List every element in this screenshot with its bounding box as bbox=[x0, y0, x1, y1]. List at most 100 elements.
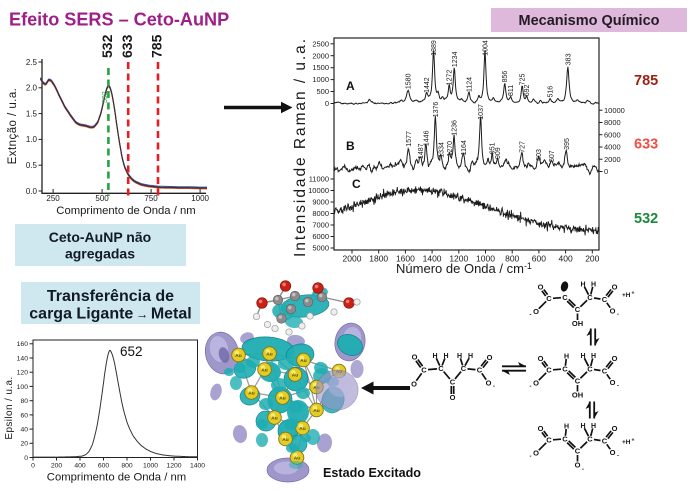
svg-text:60: 60 bbox=[20, 412, 28, 419]
svg-text:C: C bbox=[450, 378, 456, 387]
svg-text:C: C bbox=[477, 366, 483, 375]
svg-text:2000: 2000 bbox=[312, 51, 329, 60]
svg-text:8000: 8000 bbox=[604, 118, 621, 127]
svg-text:400: 400 bbox=[559, 254, 573, 264]
svg-text:O: O bbox=[538, 283, 544, 292]
svg-text:1000: 1000 bbox=[191, 194, 209, 203]
svg-text:-: - bbox=[617, 384, 619, 390]
svg-text:Comprimento de Onda / nm: Comprimento de Onda / nm bbox=[56, 205, 195, 217]
svg-text:C: C bbox=[602, 367, 608, 376]
svg-text:B: B bbox=[346, 139, 355, 153]
svg-text:Au: Au bbox=[292, 372, 298, 378]
svg-text:Au: Au bbox=[235, 353, 241, 359]
svg-text:1500: 1500 bbox=[312, 63, 329, 72]
svg-text:+H: +H bbox=[622, 292, 631, 299]
svg-text:800: 800 bbox=[505, 254, 519, 264]
svg-text:O: O bbox=[575, 461, 581, 470]
svg-text:1580: 1580 bbox=[406, 73, 413, 89]
svg-text:Au: Au bbox=[266, 351, 272, 357]
svg-text:600: 600 bbox=[532, 254, 546, 264]
svg-text:Número de Onda / cm-1: Número de Onda / cm-1 bbox=[396, 261, 532, 276]
svg-text:+H: +H bbox=[622, 439, 631, 446]
svg-text:1389: 1389 bbox=[431, 40, 438, 56]
svg-text:C: C bbox=[587, 435, 593, 444]
svg-text:C: C bbox=[587, 365, 593, 374]
svg-text:Au: Au bbox=[313, 408, 319, 414]
svg-text:O: O bbox=[612, 424, 618, 433]
svg-text:532: 532 bbox=[634, 211, 658, 227]
svg-text:Au: Au bbox=[271, 415, 277, 421]
svg-text:516: 516 bbox=[548, 86, 555, 98]
svg-text:-: - bbox=[582, 467, 584, 473]
svg-text:O: O bbox=[412, 353, 418, 362]
svg-text:200: 200 bbox=[585, 254, 599, 264]
svg-text:Au: Au bbox=[261, 367, 267, 373]
svg-text:20: 20 bbox=[20, 441, 28, 448]
svg-text:1164: 1164 bbox=[461, 140, 468, 155]
svg-text:O: O bbox=[612, 354, 618, 363]
svg-text:1272: 1272 bbox=[447, 70, 454, 86]
svg-text:1400: 1400 bbox=[190, 463, 205, 470]
svg-text:6000: 6000 bbox=[604, 130, 621, 139]
svg-text:633: 633 bbox=[634, 137, 658, 153]
svg-text:6000: 6000 bbox=[312, 232, 329, 241]
svg-text:7000: 7000 bbox=[312, 221, 329, 230]
svg-text:H: H bbox=[468, 353, 473, 360]
svg-text:5000: 5000 bbox=[312, 244, 329, 253]
svg-text:785: 785 bbox=[149, 34, 165, 58]
svg-text:532: 532 bbox=[102, 91, 109, 103]
svg-text:O: O bbox=[612, 283, 618, 292]
svg-text:727: 727 bbox=[519, 141, 526, 153]
svg-text:C: C bbox=[421, 366, 427, 375]
svg-text:C: C bbox=[546, 436, 552, 445]
svg-text:1446: 1446 bbox=[424, 130, 431, 146]
svg-text:395: 395 bbox=[564, 138, 571, 150]
svg-text:1000: 1000 bbox=[312, 75, 329, 84]
svg-text:1236: 1236 bbox=[452, 120, 459, 136]
svg-text:603: 603 bbox=[536, 149, 543, 161]
svg-text:O: O bbox=[533, 379, 539, 388]
svg-text:Efeito SERS – Ceto-AuNP: Efeito SERS – Ceto-AuNP bbox=[9, 10, 229, 30]
svg-text:C: C bbox=[438, 364, 444, 373]
svg-text:OH: OH bbox=[572, 319, 583, 328]
svg-text:Extnção / u.a.: Extnção / u.a. bbox=[7, 88, 19, 165]
svg-text:C: C bbox=[575, 377, 581, 386]
svg-text:O: O bbox=[610, 307, 616, 316]
svg-text:H: H bbox=[580, 282, 585, 289]
svg-text:140: 140 bbox=[17, 355, 29, 362]
svg-text:-: - bbox=[530, 384, 532, 390]
svg-text:8000: 8000 bbox=[312, 209, 329, 218]
svg-text:Transferência de: Transferência de bbox=[47, 288, 174, 305]
svg-text:-: - bbox=[493, 384, 495, 390]
svg-text:500: 500 bbox=[95, 194, 109, 203]
svg-text:383: 383 bbox=[565, 53, 572, 65]
svg-text:652: 652 bbox=[120, 344, 143, 359]
svg-text:C: C bbox=[546, 294, 552, 303]
svg-text:Au: Au bbox=[279, 395, 285, 401]
svg-text:1376: 1376 bbox=[433, 102, 440, 118]
svg-text:0: 0 bbox=[31, 463, 35, 470]
svg-text:C: C bbox=[602, 437, 608, 446]
svg-text:-: - bbox=[617, 312, 619, 318]
svg-text:Comprimento de Onda / nm: Comprimento de Onda / nm bbox=[47, 472, 186, 484]
svg-text:H: H bbox=[591, 353, 596, 360]
svg-text:725: 725 bbox=[520, 74, 527, 86]
svg-text:-: - bbox=[408, 385, 410, 391]
svg-text:-: - bbox=[617, 454, 619, 460]
svg-text:O: O bbox=[486, 379, 492, 388]
svg-text:2000: 2000 bbox=[343, 254, 362, 264]
svg-text:1234: 1234 bbox=[452, 51, 459, 67]
svg-text:O: O bbox=[411, 380, 417, 389]
svg-text:4000: 4000 bbox=[604, 143, 621, 152]
svg-text:C: C bbox=[562, 435, 568, 444]
svg-text:0: 0 bbox=[325, 99, 329, 108]
svg-text:H: H bbox=[591, 423, 596, 430]
svg-text:2000: 2000 bbox=[604, 155, 621, 164]
svg-text:C: C bbox=[546, 366, 552, 375]
svg-text:H: H bbox=[580, 423, 585, 430]
svg-text:Epsilon / u.a.: Epsilon / u.a. bbox=[4, 376, 15, 439]
svg-text:1487: 1487 bbox=[418, 143, 425, 159]
svg-text:H: H bbox=[564, 424, 569, 431]
svg-text:1577: 1577 bbox=[406, 131, 413, 147]
svg-text:532: 532 bbox=[99, 34, 115, 58]
